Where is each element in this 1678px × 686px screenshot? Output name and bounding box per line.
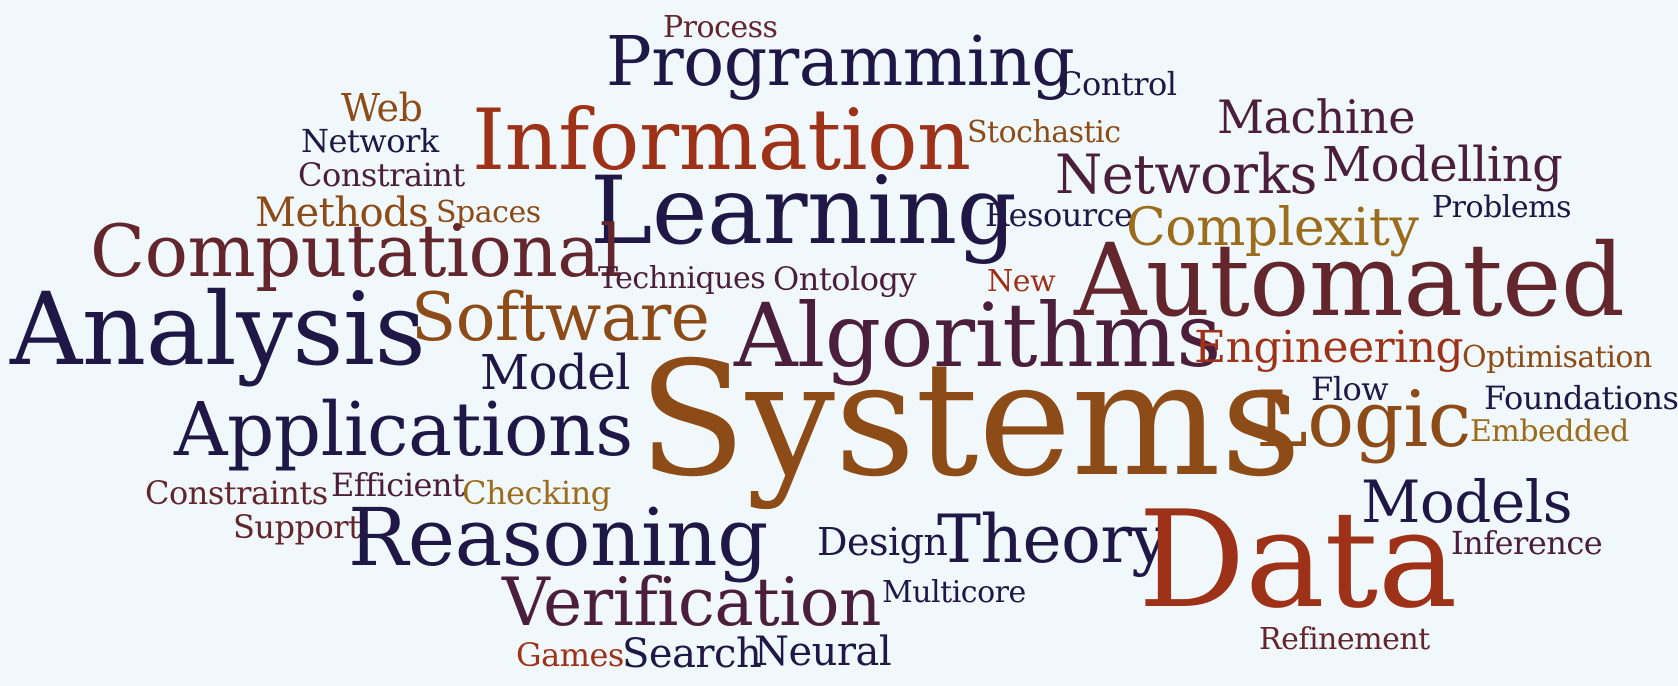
word-design: Design (817, 520, 948, 564)
word-flow: Flow (1311, 370, 1389, 408)
word-systems: Systems (638, 328, 1302, 512)
word-applications: Applications (174, 387, 633, 473)
word-verification: Verification (502, 564, 882, 641)
word-resource: Resource (985, 196, 1133, 234)
word-foundations: Foundations (1484, 379, 1678, 417)
word-model: Model (480, 345, 631, 401)
word-spaces: Spaces (436, 195, 541, 230)
word-engineering: Engineering (1194, 322, 1464, 373)
word-data: Data (1138, 482, 1458, 638)
word-computational: Computational (90, 209, 623, 293)
word-optimisation: Optimisation (1462, 340, 1652, 375)
word-networks: Networks (1055, 143, 1317, 206)
word-models: Models (1361, 468, 1573, 536)
word-machine: Machine (1217, 90, 1415, 144)
word-problems: Problems (1432, 190, 1571, 225)
word-reasoning: Reasoning (348, 491, 768, 584)
word-web: Web (341, 86, 423, 130)
word-constraints: Constraints (145, 474, 328, 512)
word-ontology: Ontology (773, 260, 917, 298)
word-learning: Learning (590, 157, 1017, 266)
word-constraint: Constraint (298, 156, 465, 194)
word-control: Control (1058, 65, 1177, 103)
word-analysis: Analysis (10, 271, 426, 388)
word-logic: Logic (1256, 375, 1471, 465)
word-programming: Programming (606, 23, 1075, 102)
word-information: Information (472, 91, 971, 189)
word-neural: Neural (754, 629, 892, 675)
word-embedded: Embedded (1470, 414, 1629, 449)
word-games: Games (516, 636, 624, 674)
word-support: Support (233, 508, 361, 546)
word-efficient: Efficient (331, 466, 465, 504)
word-process: Process (663, 10, 778, 45)
word-search: Search (622, 631, 762, 677)
word-multicore: Multicore (882, 575, 1026, 610)
word-theory: Theory (937, 501, 1169, 578)
word-stochastic: Stochastic (967, 115, 1121, 150)
word-complexity: Complexity (1126, 198, 1419, 258)
word-modelling: Modelling (1322, 137, 1563, 193)
word-software: Software (411, 279, 710, 356)
word-techniques: Techniques (598, 261, 766, 296)
word-methods: Methods (255, 190, 429, 236)
word-refinement: Refinement (1259, 622, 1430, 657)
word-automated: Automated (1074, 222, 1625, 339)
word-checking: Checking (462, 474, 611, 512)
word-algorithms: Algorithms (734, 284, 1221, 387)
word-network: Network (301, 122, 439, 160)
word-inference: Inference (1451, 524, 1603, 562)
word-new: New (987, 264, 1056, 299)
